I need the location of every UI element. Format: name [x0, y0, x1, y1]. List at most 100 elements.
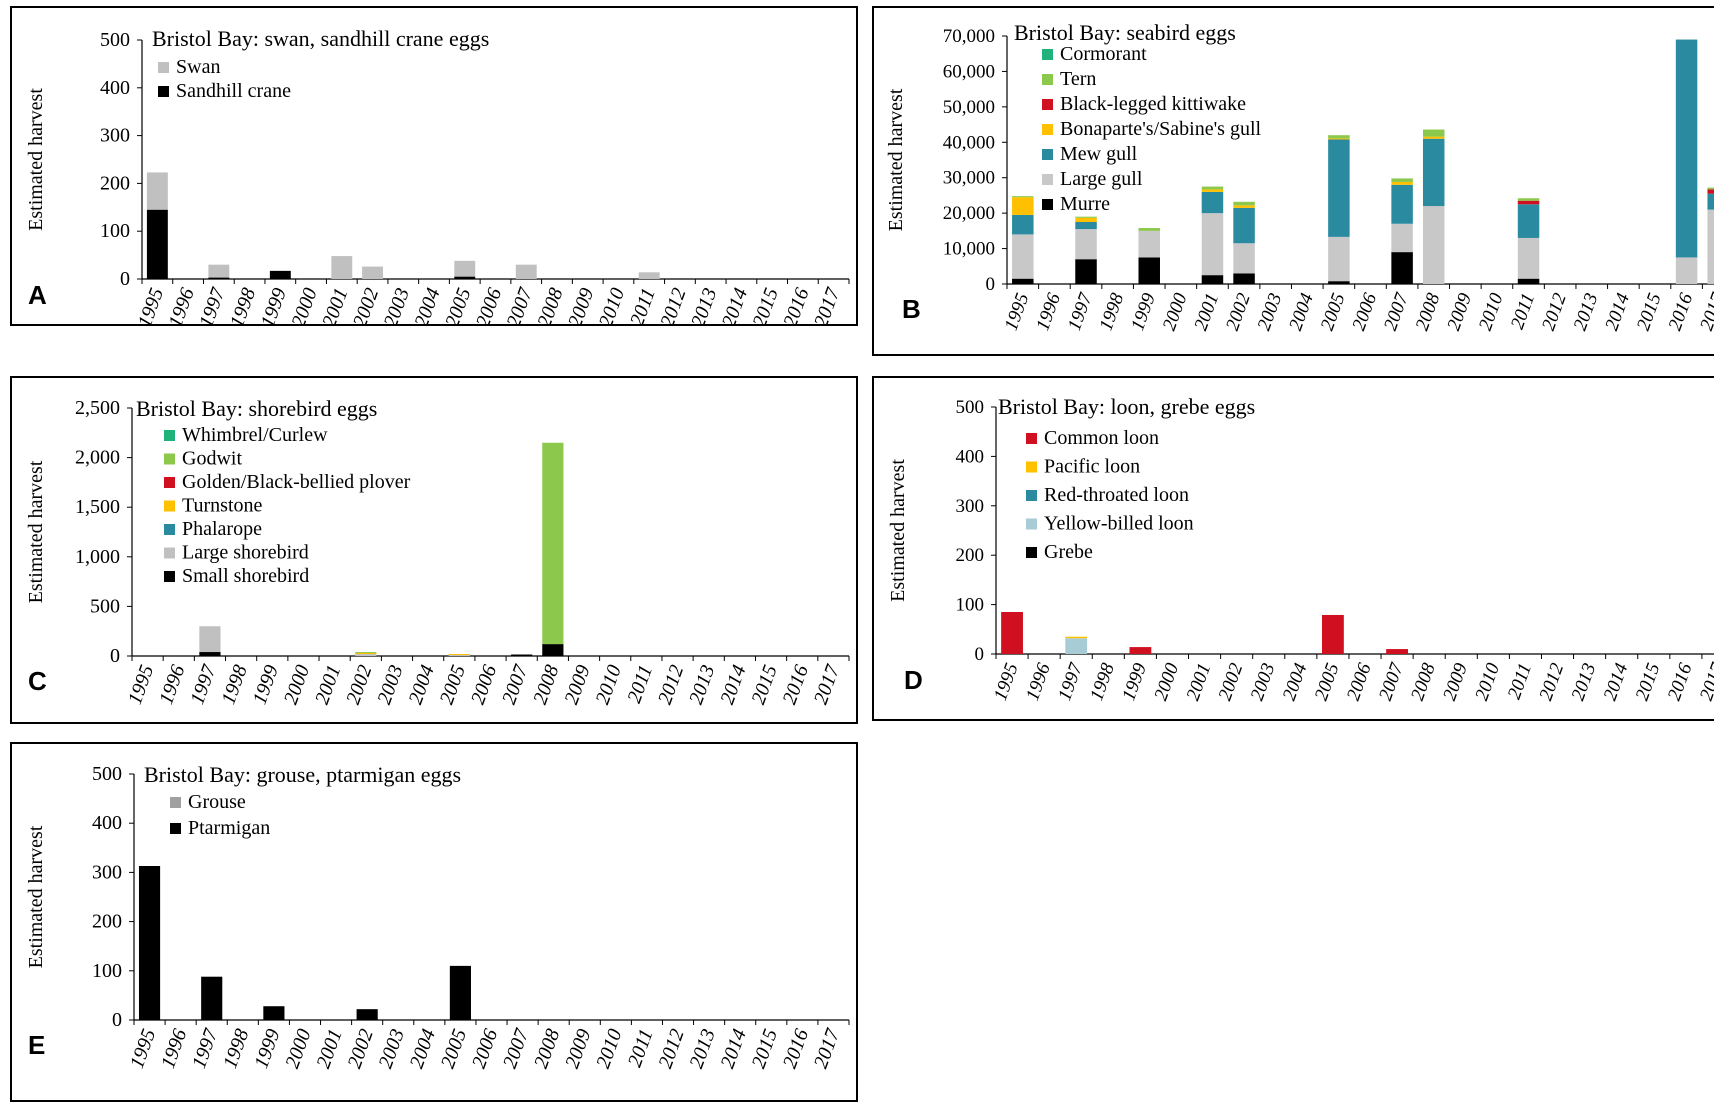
panel-letter-a: A [28, 280, 47, 310]
x-tick-label-b: 2001 [1190, 291, 1223, 334]
chart-title-d: Bristol Bay: loon, grebe eggs [998, 394, 1255, 419]
x-tick-label-e: 1997 [188, 1025, 223, 1071]
bar-segment-b [1075, 259, 1097, 284]
bar-segment-b [1517, 200, 1540, 205]
legend-swatch-e [170, 823, 181, 834]
x-tick-label-a: 2006 [472, 285, 506, 326]
bar-segment-b [1422, 136, 1445, 139]
bar-segment-b [1328, 138, 1350, 140]
legend-label-d: Common loon [1044, 427, 1159, 449]
bar-segment-d [1065, 638, 1088, 654]
x-tick-label-c: 1997 [186, 661, 221, 707]
x-tick-label-c: 2011 [623, 662, 657, 706]
x-tick-label-e: 2008 [530, 1026, 564, 1071]
y-tick-label-a: 400 [100, 77, 130, 99]
y-tick-label-b: 0 [986, 274, 996, 295]
x-tick-label-e: 1998 [219, 1026, 253, 1071]
panel-letter-b: B [902, 294, 921, 324]
bar-segment-b [1012, 214, 1034, 235]
bar-segment-b [1075, 216, 1097, 218]
x-tick-label-b: 2006 [1348, 290, 1381, 333]
bar-segment-a [454, 276, 476, 279]
x-tick-label-b: 2008 [1412, 290, 1445, 333]
x-tick-label-e: 2006 [468, 1026, 502, 1071]
bar-segment-a [208, 277, 230, 279]
bar-segment-b [1422, 129, 1445, 137]
bar-segment-d [1065, 636, 1088, 639]
y-tick-label-e: 300 [92, 861, 122, 883]
bar-segment-b [1233, 243, 1255, 274]
x-tick-label-d: 2011 [1504, 661, 1536, 703]
legend-swatch-b [1042, 74, 1053, 85]
bar-segment-b [1233, 201, 1255, 206]
x-tick-label-c: 1995 [124, 662, 158, 707]
legend-label-c: Phalarope [182, 518, 262, 540]
legend-swatch-c [164, 453, 175, 465]
x-tick-label-e: 2012 [654, 1026, 688, 1071]
x-tick-label-b: 2017 [1696, 289, 1714, 333]
y-tick-label-d: 400 [956, 446, 985, 467]
legend-swatch-b [1042, 49, 1053, 60]
bar-segment-b [1707, 193, 1714, 210]
legend-swatch-c [164, 430, 175, 441]
chart-panel-c: 0 500 1,000 1,500 2,000 2,500 Estimated harves… [10, 376, 858, 724]
bar-segment-b [1391, 252, 1413, 284]
legend-label-a: Swan [176, 56, 220, 78]
bar-segment-b [1675, 257, 1698, 284]
x-tick-label-e: 1996 [157, 1026, 191, 1071]
bar-segment-e [263, 1006, 285, 1020]
x-tick-label-b: 1995 [1001, 291, 1034, 334]
legend-label-b: Mew gull [1060, 143, 1138, 165]
x-tick-label-e: 2007 [499, 1025, 534, 1071]
bar-segment-c [355, 654, 377, 656]
bar-segment-e [138, 866, 161, 1020]
legend-label-b: Black-legged kittiwake [1060, 93, 1246, 115]
panel-letter-d: D [904, 665, 923, 695]
chart-panel-d: 0 100 200 300 400 500 Estimated harvest 1995 199… [872, 376, 1714, 721]
bar-segment-b [1422, 138, 1445, 207]
x-tick-label-b: 2002 [1222, 290, 1255, 333]
bar-segment-c [355, 653, 377, 655]
y-tick-label-c: 500 [90, 595, 120, 617]
y-tick-label-a: 100 [100, 220, 130, 242]
y-tick-label-d: 0 [975, 644, 985, 665]
y-tick-label-b: 10,000 [943, 239, 995, 260]
legend-label-d: Red-throated loon [1044, 484, 1189, 506]
x-tick-label-b: 2011 [1507, 291, 1539, 333]
bar-segment-b [1517, 237, 1540, 279]
bar-segment-e [201, 976, 223, 1020]
x-tick-label-d: 2005 [1311, 661, 1344, 704]
legend-swatch-d [1026, 518, 1037, 530]
x-tick-label-e: 2000 [281, 1026, 315, 1071]
chart-title-a: Bristol Bay: swan, sandhill crane eggs [152, 26, 489, 51]
legend-swatch-c [164, 477, 175, 488]
x-tick-label-a: 2007 [503, 284, 538, 326]
x-tick-label-e: 2009 [561, 1026, 595, 1071]
x-tick-label-e: 2017 [810, 1025, 845, 1071]
x-tick-label-e: 2004 [406, 1026, 440, 1071]
y-tick-label-c: 2,500 [75, 397, 120, 419]
bar-segment-b [1391, 223, 1413, 253]
y-tick-label-b: 60,000 [943, 61, 995, 82]
x-tick-label-b: 2007 [1380, 289, 1413, 333]
y-tick-label-b: 40,000 [943, 132, 995, 153]
bar-segment-a [331, 256, 353, 279]
y-tick-label-e: 200 [92, 911, 122, 933]
legend-swatch-a [158, 86, 169, 97]
x-tick-label-c: 2017 [810, 661, 845, 707]
bar-segment-e [449, 965, 471, 1020]
bar-segment-d [1322, 614, 1344, 654]
bar-segment-a [362, 266, 383, 279]
y-tick-label-a: 500 [100, 29, 130, 51]
x-tick-label-c: 2015 [747, 662, 781, 707]
legend-swatch-d [1026, 461, 1037, 473]
bar-segment-b [1707, 189, 1714, 194]
bar-segment-b [1075, 222, 1097, 230]
bar-segment-c [448, 654, 470, 656]
x-tick-label-b: 1996 [1032, 290, 1065, 333]
y-tick-label-b: 30,000 [943, 168, 995, 189]
bar-segment-c [542, 442, 564, 645]
legend-swatch-d [1026, 433, 1037, 444]
legend-label-c: Turnstone [182, 495, 263, 517]
